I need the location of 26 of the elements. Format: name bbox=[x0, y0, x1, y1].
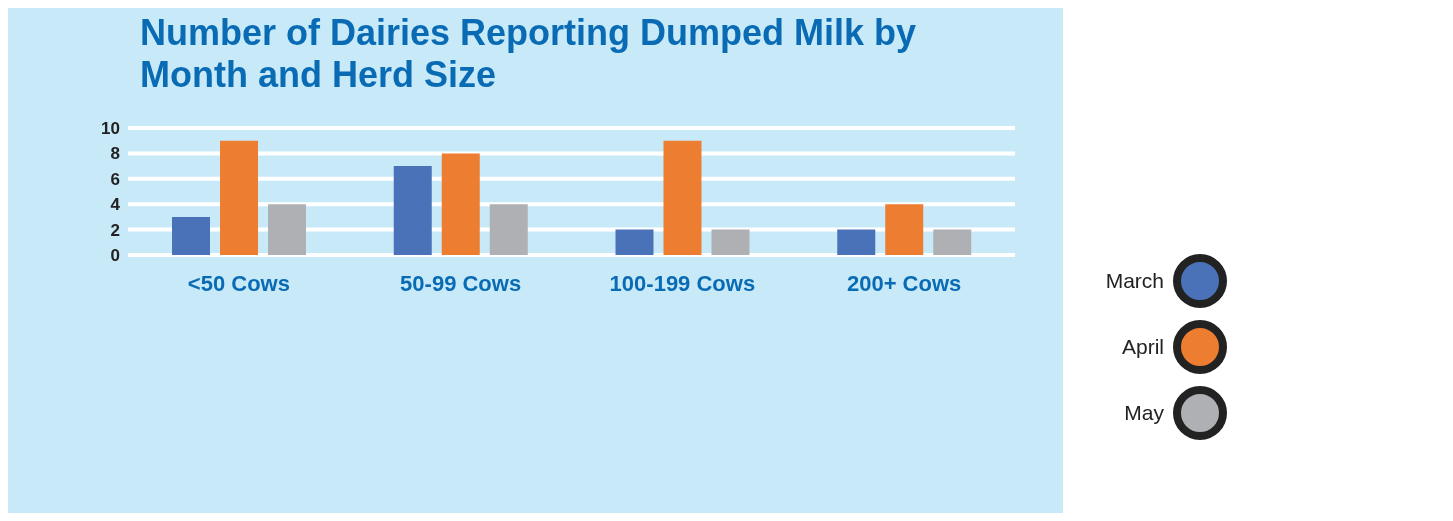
y-tick-label: 6 bbox=[110, 169, 120, 189]
bar bbox=[615, 229, 654, 255]
legend-label: April bbox=[1121, 335, 1164, 359]
bar bbox=[663, 140, 702, 255]
bar bbox=[837, 229, 876, 255]
bar bbox=[220, 140, 258, 255]
y-tick-label: 10 bbox=[101, 119, 120, 139]
legend-label: May bbox=[1124, 401, 1164, 425]
x-tick-label: 200+ Cows bbox=[846, 270, 962, 296]
bar bbox=[172, 216, 210, 255]
bar bbox=[711, 229, 750, 255]
y-tick-label: 4 bbox=[110, 195, 121, 215]
y-tick-label: 0 bbox=[110, 246, 120, 266]
y-tick-label: 8 bbox=[110, 144, 120, 164]
x-tick-label: 50-99 Cows bbox=[400, 270, 522, 296]
y-tick-label: 2 bbox=[110, 220, 120, 240]
bar bbox=[933, 229, 972, 255]
bar bbox=[441, 153, 480, 255]
legend-label: March bbox=[1105, 269, 1164, 293]
x-tick-label: 100-199 Cows bbox=[609, 270, 756, 296]
x-tick-label: <50 Cows bbox=[187, 270, 290, 296]
bar bbox=[393, 166, 432, 255]
chart-title: Number of Dairies Reporting Dumped Milk by Month and Herd Size bbox=[140, 12, 918, 96]
bar bbox=[268, 204, 306, 255]
bar bbox=[885, 204, 924, 255]
bar bbox=[489, 204, 528, 255]
